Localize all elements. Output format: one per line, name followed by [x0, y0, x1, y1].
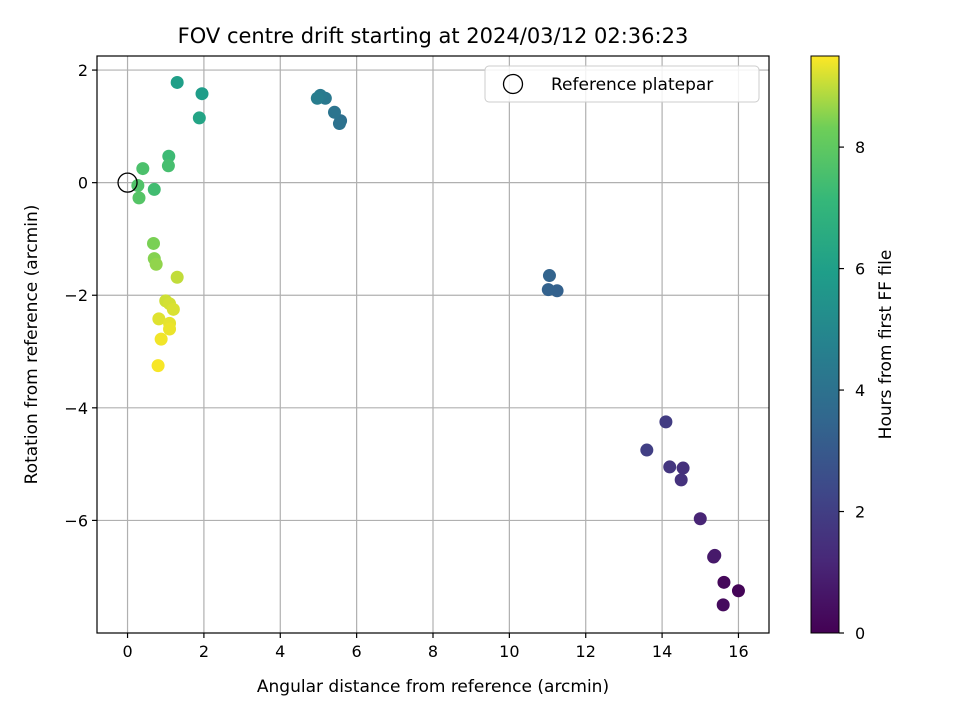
chart-title: FOV centre drift starting at 2024/03/12 …	[178, 24, 689, 48]
colorbar-tick-label-2: 4	[855, 381, 865, 400]
y-tick-label-0: −6	[64, 511, 88, 530]
data-point-24	[161, 159, 175, 173]
data-point-36	[152, 312, 166, 326]
data-point-8	[663, 460, 677, 474]
data-point-32	[170, 270, 184, 284]
data-point-25	[136, 162, 150, 176]
y-tick-label-1: −4	[64, 399, 88, 418]
data-point-28	[132, 191, 146, 205]
data-point-6	[676, 461, 690, 475]
data-point-0	[731, 584, 745, 598]
data-point-22	[192, 111, 206, 125]
data-point-20	[195, 87, 209, 101]
colorbar-gradient	[810, 55, 840, 634]
legend-marker-circle	[502, 73, 524, 95]
legend-box	[484, 65, 760, 103]
data-point-9	[659, 415, 673, 429]
grid-lines	[97, 56, 769, 633]
reference-marker-group	[117, 172, 138, 193]
colorbar-tick-label-0: 0	[855, 624, 865, 643]
data-point-5	[693, 512, 707, 526]
x-tick-label-4: 8	[428, 642, 438, 661]
x-tick-label-2: 4	[275, 642, 285, 661]
x-axis-label: Angular distance from reference (arcmin)	[257, 677, 609, 697]
data-point-12	[541, 283, 555, 297]
y-tick-label-3: 0	[78, 174, 88, 193]
legend: Reference platepar	[484, 65, 760, 103]
data-point-16	[327, 105, 341, 119]
x-tick-label-3: 6	[352, 642, 362, 661]
colorbar-tick-label-3: 6	[855, 260, 865, 279]
y-axis-label: Rotation from reference (arcmin)	[22, 205, 42, 485]
data-point-13	[542, 269, 556, 283]
data-point-23	[162, 149, 176, 163]
colorbar-tick-label-1: 2	[855, 503, 865, 522]
data-point-40	[151, 359, 165, 373]
data-point-35	[166, 302, 180, 316]
x-tick-label-1: 2	[199, 642, 209, 661]
data-point-38	[163, 322, 177, 336]
colorbar-label: Hours from first FF file	[876, 250, 896, 440]
x-tick-label-7: 14	[652, 642, 672, 661]
data-point-1	[717, 575, 731, 589]
data-point-39	[154, 332, 168, 346]
reference-platepar-marker	[117, 172, 138, 193]
colorbar-ticks: 0 2 4 6 8	[839, 138, 865, 643]
x-tick-label-8: 16	[728, 642, 748, 661]
y-axis-ticks: −6 −4 −2 0 2	[64, 61, 97, 530]
x-tick-label-5: 10	[499, 642, 519, 661]
x-axis-ticks: 0 2 4 6 8 10 12 14 16	[122, 633, 749, 661]
data-point-15	[332, 117, 346, 131]
x-tick-label-0: 0	[122, 642, 132, 661]
data-point-26	[147, 182, 161, 196]
data-point-29	[147, 236, 161, 250]
data-points	[131, 75, 745, 612]
data-point-7	[674, 473, 688, 487]
y-tick-label-4: 2	[78, 61, 88, 80]
data-point-31	[149, 257, 163, 271]
data-point-19	[310, 91, 324, 105]
y-tick-label-2: −2	[64, 286, 88, 305]
colorbar: 0 2 4 6 8 Hours from first FF file	[810, 55, 896, 643]
data-point-4	[708, 548, 722, 562]
colorbar-tick-label-4: 8	[855, 138, 865, 157]
data-point-10	[640, 443, 654, 457]
legend-entry-reference: Reference platepar	[551, 75, 713, 95]
x-tick-label-6: 12	[576, 642, 596, 661]
data-point-21	[170, 75, 184, 89]
data-point-2	[716, 598, 730, 612]
